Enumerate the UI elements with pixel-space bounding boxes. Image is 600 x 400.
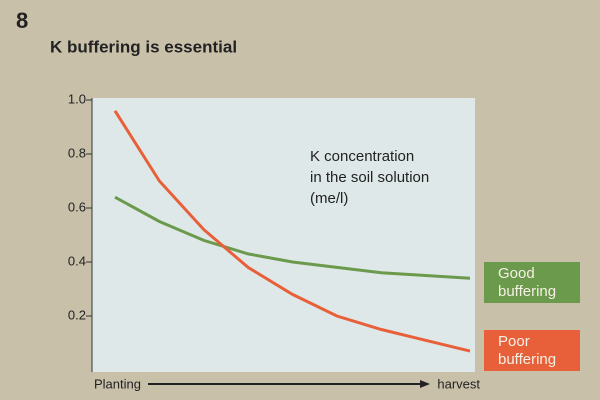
y-tick-label: 1.0 — [68, 91, 86, 106]
x-label-start: Planting — [94, 376, 141, 391]
annotation: (me/l) — [310, 190, 348, 207]
chart-title: K buffering is essential — [50, 37, 237, 56]
line-series — [113, 109, 471, 353]
x-label-end: harvest — [437, 376, 480, 391]
plot-area — [92, 98, 475, 372]
x-arrow-head — [420, 380, 430, 388]
y-tick-label: 0.6 — [68, 199, 86, 214]
legend-entry: Good buffering — [484, 262, 580, 303]
annotation: in the soil solution — [310, 169, 429, 186]
legend-entry: Poor buffering — [484, 330, 580, 371]
y-tick-label: 0.8 — [68, 145, 86, 160]
legend-label: Poor buffering — [498, 333, 557, 368]
line-series — [114, 195, 471, 280]
legend-label: Good buffering — [498, 265, 557, 300]
annotation: K concentration — [310, 148, 414, 165]
slide-number: 8 — [16, 8, 28, 33]
y-tick-label: 0.4 — [68, 253, 86, 268]
y-tick-label: 0.2 — [68, 307, 86, 322]
